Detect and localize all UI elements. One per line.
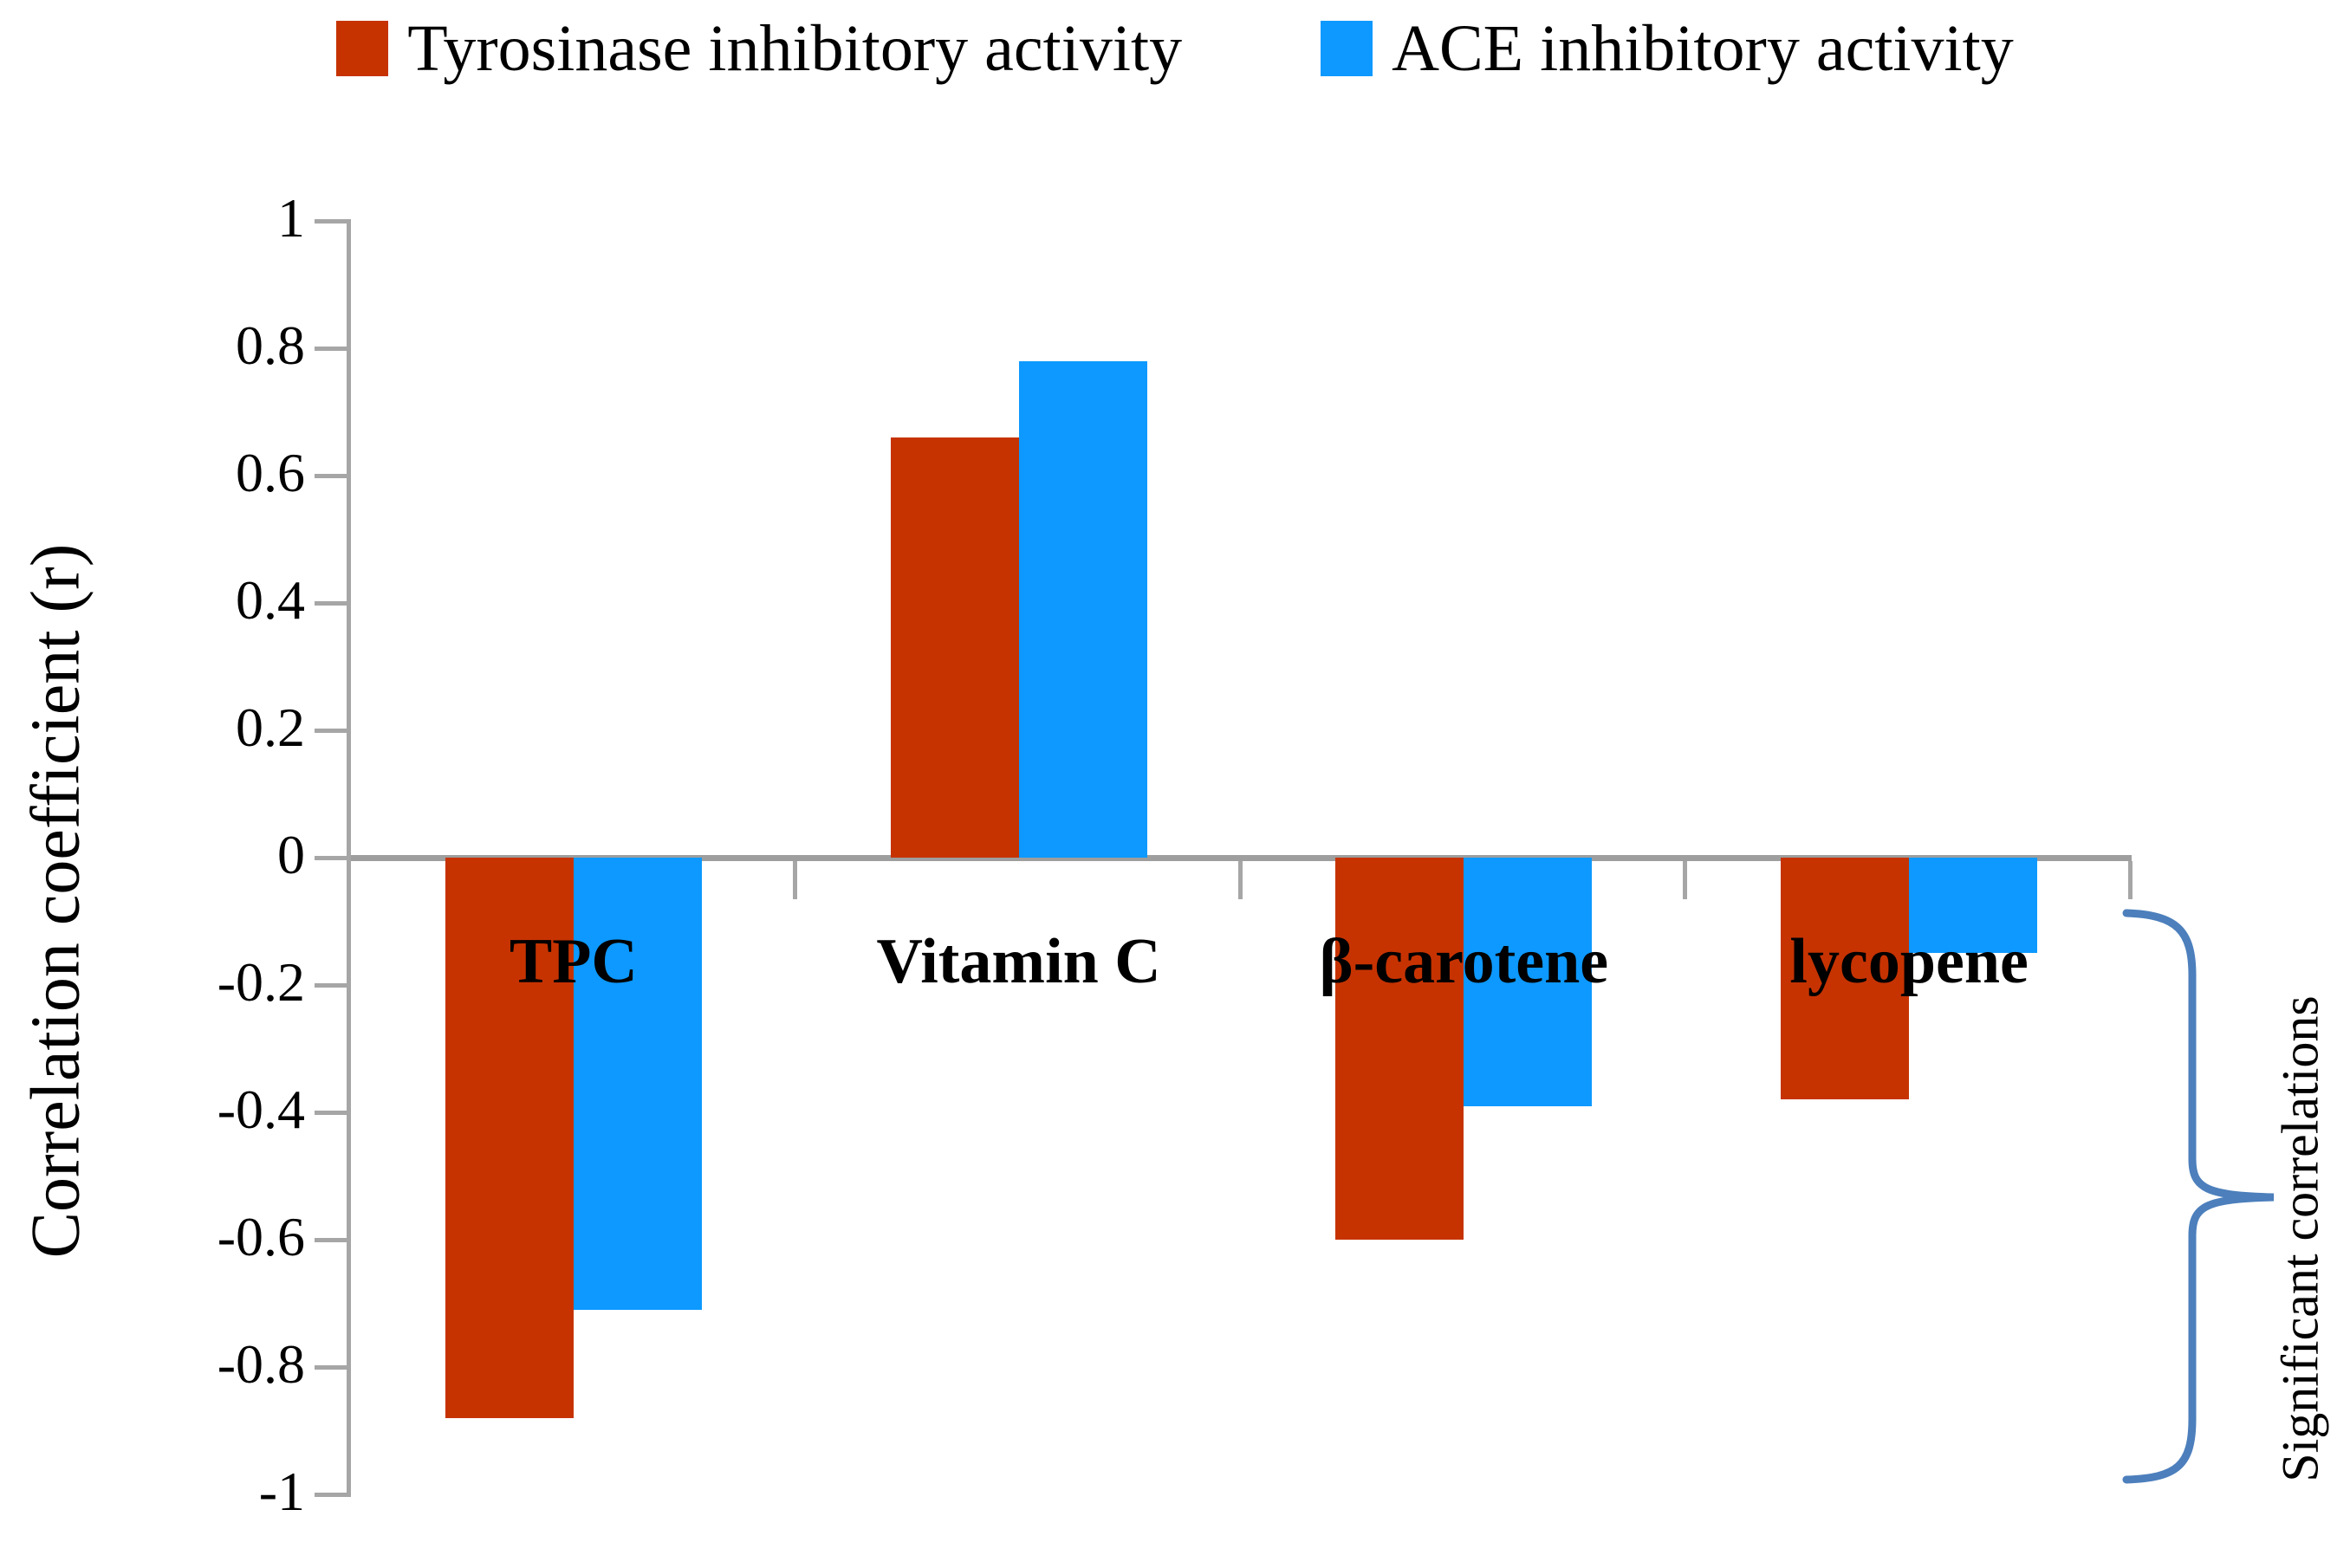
annotation-label: Significant correlations <box>2271 995 2329 1482</box>
y-tick-label: -0.4 <box>217 1079 305 1141</box>
x-tick <box>1237 861 1243 899</box>
y-tick <box>315 856 347 860</box>
bar-ace-β-carotene <box>1464 858 1593 1106</box>
significance-brace <box>2116 903 2285 1490</box>
bar-ace-lycopene <box>1909 858 2038 954</box>
y-tick <box>315 1238 347 1242</box>
legend-item: ACE inhibitory activity <box>1321 16 2014 81</box>
x-tick <box>2128 861 2133 899</box>
bar-tyrosinase-β-carotene <box>1335 858 1464 1240</box>
bar-ace-TPC <box>573 858 702 1310</box>
y-axis-line <box>347 219 351 1497</box>
category-label-β-carotene: β-carotene <box>1319 926 1609 997</box>
y-tick <box>315 219 347 224</box>
category-label-Vitamin C: Vitamin C <box>876 926 1161 997</box>
bar-ace-Vitamin C <box>1018 360 1147 858</box>
y-tick <box>315 601 347 606</box>
y-tick-label: 0.8 <box>236 314 305 377</box>
y-tick-label: -0.2 <box>217 951 305 1014</box>
legend: Tyrosinase inhibitory activity ACE inhibi… <box>0 16 2350 81</box>
y-tick <box>315 1111 347 1115</box>
legend-label: ACE inhibitory activity <box>1392 12 2014 85</box>
y-tick <box>315 1493 347 1497</box>
bar-tyrosinase-lycopene <box>1781 858 1910 1100</box>
y-tick-label: -0.6 <box>217 1206 305 1268</box>
annotation-label-wrap: Significant correlations <box>2251 910 2350 1568</box>
y-axis-title-wrap: Correlation coefficient (r) <box>0 347 113 1455</box>
legend-swatch-icon <box>1321 21 1373 76</box>
curly-brace-icon <box>2122 909 2275 1484</box>
legend-item: Tyrosinase inhibitory activity <box>336 16 1182 81</box>
x-axis-line <box>351 855 2132 861</box>
y-tick-label: 0.6 <box>236 442 305 504</box>
y-tick <box>315 983 347 988</box>
bar-tyrosinase-Vitamin C <box>890 437 1019 858</box>
category-label-lycopene: lycopene <box>1789 926 2029 997</box>
y-tick <box>315 729 347 733</box>
y-tick-label: 1 <box>277 187 305 249</box>
y-tick-label: 0.2 <box>236 697 305 759</box>
y-axis-title: Correlation coefficient (r) <box>17 543 94 1259</box>
y-tick-label: 0 <box>277 824 305 886</box>
legend-label: Tyrosinase inhibitory activity <box>407 12 1183 85</box>
bar-tyrosinase-TPC <box>445 858 574 1418</box>
y-tick <box>315 347 347 351</box>
y-tick <box>315 1365 347 1370</box>
legend-swatch-icon <box>336 21 389 76</box>
x-tick <box>792 861 797 899</box>
y-tick <box>315 474 347 478</box>
category-label-TPC: TPC <box>509 926 638 997</box>
x-tick <box>1683 861 1688 899</box>
y-tick-label: 0.4 <box>236 569 305 632</box>
y-tick-label: -0.8 <box>217 1333 305 1396</box>
y-tick-label: -1 <box>258 1461 305 1523</box>
